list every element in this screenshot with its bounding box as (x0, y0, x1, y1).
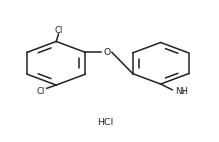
Text: Cl: Cl (36, 87, 45, 96)
Text: O: O (104, 48, 111, 57)
Text: NH: NH (175, 87, 188, 96)
Text: 2: 2 (181, 90, 185, 95)
Text: Cl: Cl (55, 26, 63, 35)
Text: HCl: HCl (97, 118, 113, 127)
